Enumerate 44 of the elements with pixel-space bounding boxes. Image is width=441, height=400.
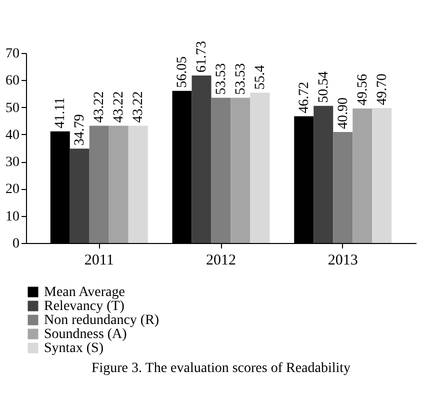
bar <box>108 126 128 243</box>
bar <box>372 108 392 243</box>
x-tick-label: 2011 <box>84 252 114 268</box>
x-tick-label: 2012 <box>206 252 236 268</box>
bar <box>352 108 372 243</box>
bar <box>250 92 270 243</box>
data-label: 43.22 <box>112 91 127 123</box>
data-label: 53.53 <box>234 63 248 95</box>
data-label: 56.05 <box>175 56 190 88</box>
bar <box>314 106 334 243</box>
legend-label: Mean Average <box>44 285 125 300</box>
data-label: 49.56 <box>355 74 370 106</box>
bar <box>128 126 148 243</box>
bar <box>211 98 231 243</box>
bar <box>89 126 109 243</box>
data-label: 41.11 <box>53 97 68 128</box>
data-label: 43.22 <box>131 91 146 123</box>
y-tick-label: 0 <box>12 236 20 252</box>
y-tick-label: 30 <box>6 155 20 170</box>
legend-label: Soundness (A) <box>44 327 128 342</box>
text: Figure 3. The evaluation scores of Readability <box>91 361 351 376</box>
legend-label: Non redundancy (R) <box>44 313 160 328</box>
bar <box>192 75 212 243</box>
y-tick-label: 50 <box>6 100 20 116</box>
data-label: 40.90 <box>336 97 351 129</box>
data-label: 49.70 <box>374 74 390 106</box>
y-tick-label: 40 <box>6 128 20 143</box>
y-tick-label: 10 <box>6 209 20 224</box>
data-label: 34.79 <box>72 114 88 146</box>
data-label: 50.54 <box>316 71 332 103</box>
data-label: 43.22 <box>92 91 108 123</box>
bar <box>333 132 353 243</box>
x-tick-label: 2013 <box>328 252 358 268</box>
y-tick-label: 20 <box>6 182 20 198</box>
bar <box>230 98 250 243</box>
data-label: 53.53 <box>214 63 229 95</box>
y-tick-label: 60 <box>6 74 20 89</box>
legend-label: Relevancy (T) <box>44 299 125 314</box>
data-label: 61.73 <box>194 40 210 72</box>
legend-label: Syntax (S) <box>44 341 104 356</box>
bar <box>70 148 90 243</box>
y-tick-label: 70 <box>6 46 20 62</box>
data-label: 46.72 <box>296 82 312 114</box>
data-label: 55.4 <box>253 65 268 90</box>
